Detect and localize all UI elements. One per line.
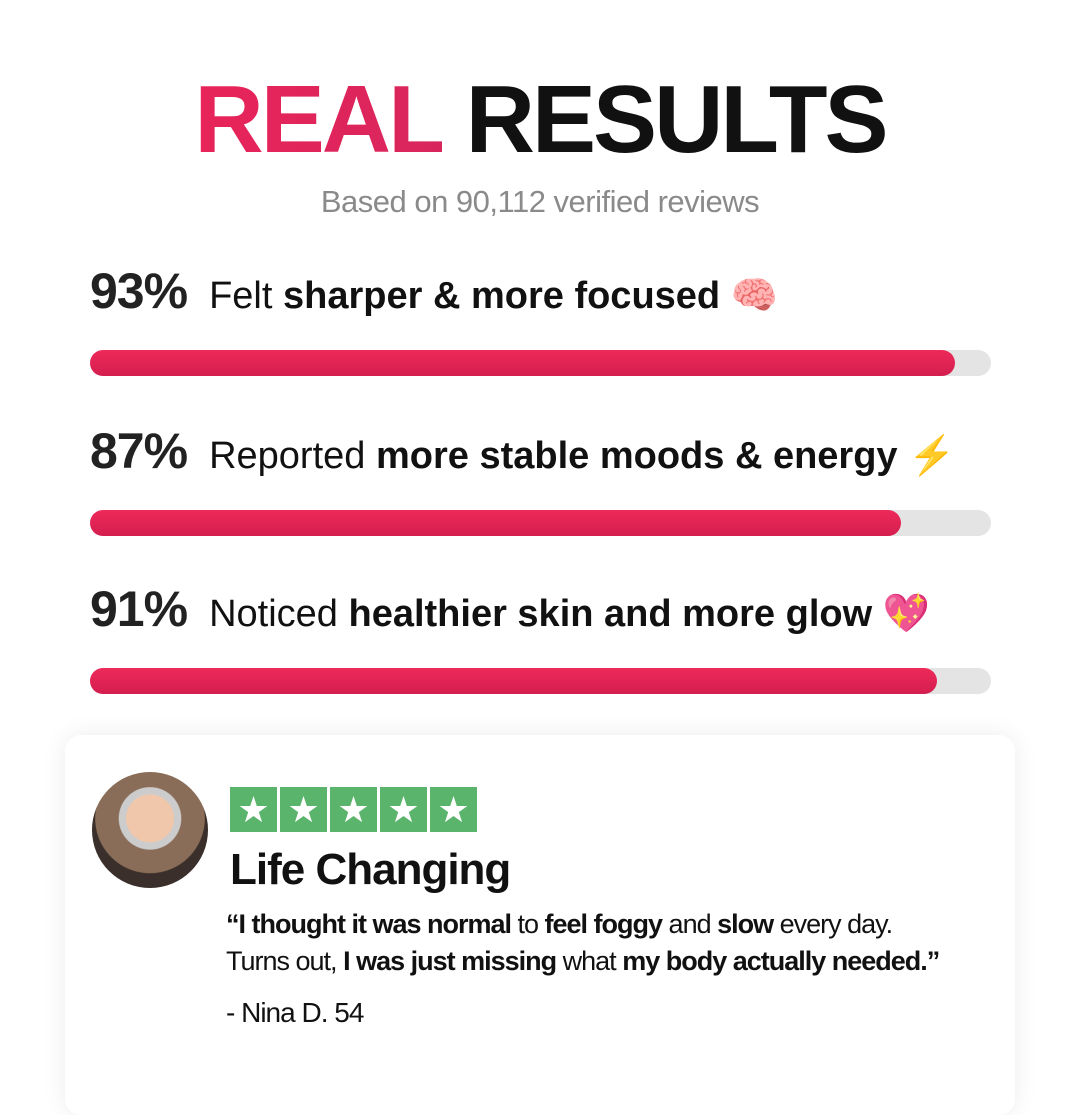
progress-bar — [90, 668, 991, 694]
avatar — [92, 772, 208, 888]
star-icon: ★ — [230, 787, 277, 832]
stat-label: Reported more stable moods & energy ⚡ — [209, 435, 956, 477]
emoji-icon: 🧠 — [730, 275, 779, 317]
star-rating: ★ ★ ★ ★ ★ — [230, 787, 477, 832]
stat-label: Noticed healthier skin and more glow 💖 — [209, 593, 931, 635]
progress-bar — [90, 350, 991, 376]
subtitle: Based on 90,112 verified reviews — [320, 184, 760, 219]
review-author: - Nina D. 54 — [226, 997, 364, 1028]
emoji-icon: 💖 — [882, 593, 931, 635]
stat-row: 93% Felt sharper & more focused 🧠 — [90, 262, 1050, 376]
progress-fill — [90, 510, 901, 536]
stat-row: 87% Reported more stable moods & energy ⚡ — [90, 422, 1050, 536]
emoji-icon: ⚡ — [908, 435, 956, 477]
star-icon: ★ — [380, 787, 427, 832]
stat-percent: 93% — [90, 263, 188, 319]
progress-fill — [90, 668, 937, 694]
page-title: REAL RESULTS — [194, 66, 888, 173]
star-icon: ★ — [280, 787, 327, 832]
stat-label: Felt sharper & more focused 🧠 — [209, 275, 779, 317]
progress-bar — [90, 510, 991, 536]
stat-percent: 87% — [90, 423, 188, 479]
stat-percent: 91% — [90, 581, 188, 637]
review-heading: Life Changing — [230, 845, 511, 894]
progress-fill — [90, 350, 955, 376]
review-card — [65, 735, 1015, 1115]
star-icon: ★ — [330, 787, 377, 832]
stat-row: 91% Noticed healthier skin and more glow … — [90, 580, 1050, 694]
review-quote: “I thought it was normal to feel foggy a… — [226, 909, 940, 976]
star-icon: ★ — [430, 787, 477, 832]
